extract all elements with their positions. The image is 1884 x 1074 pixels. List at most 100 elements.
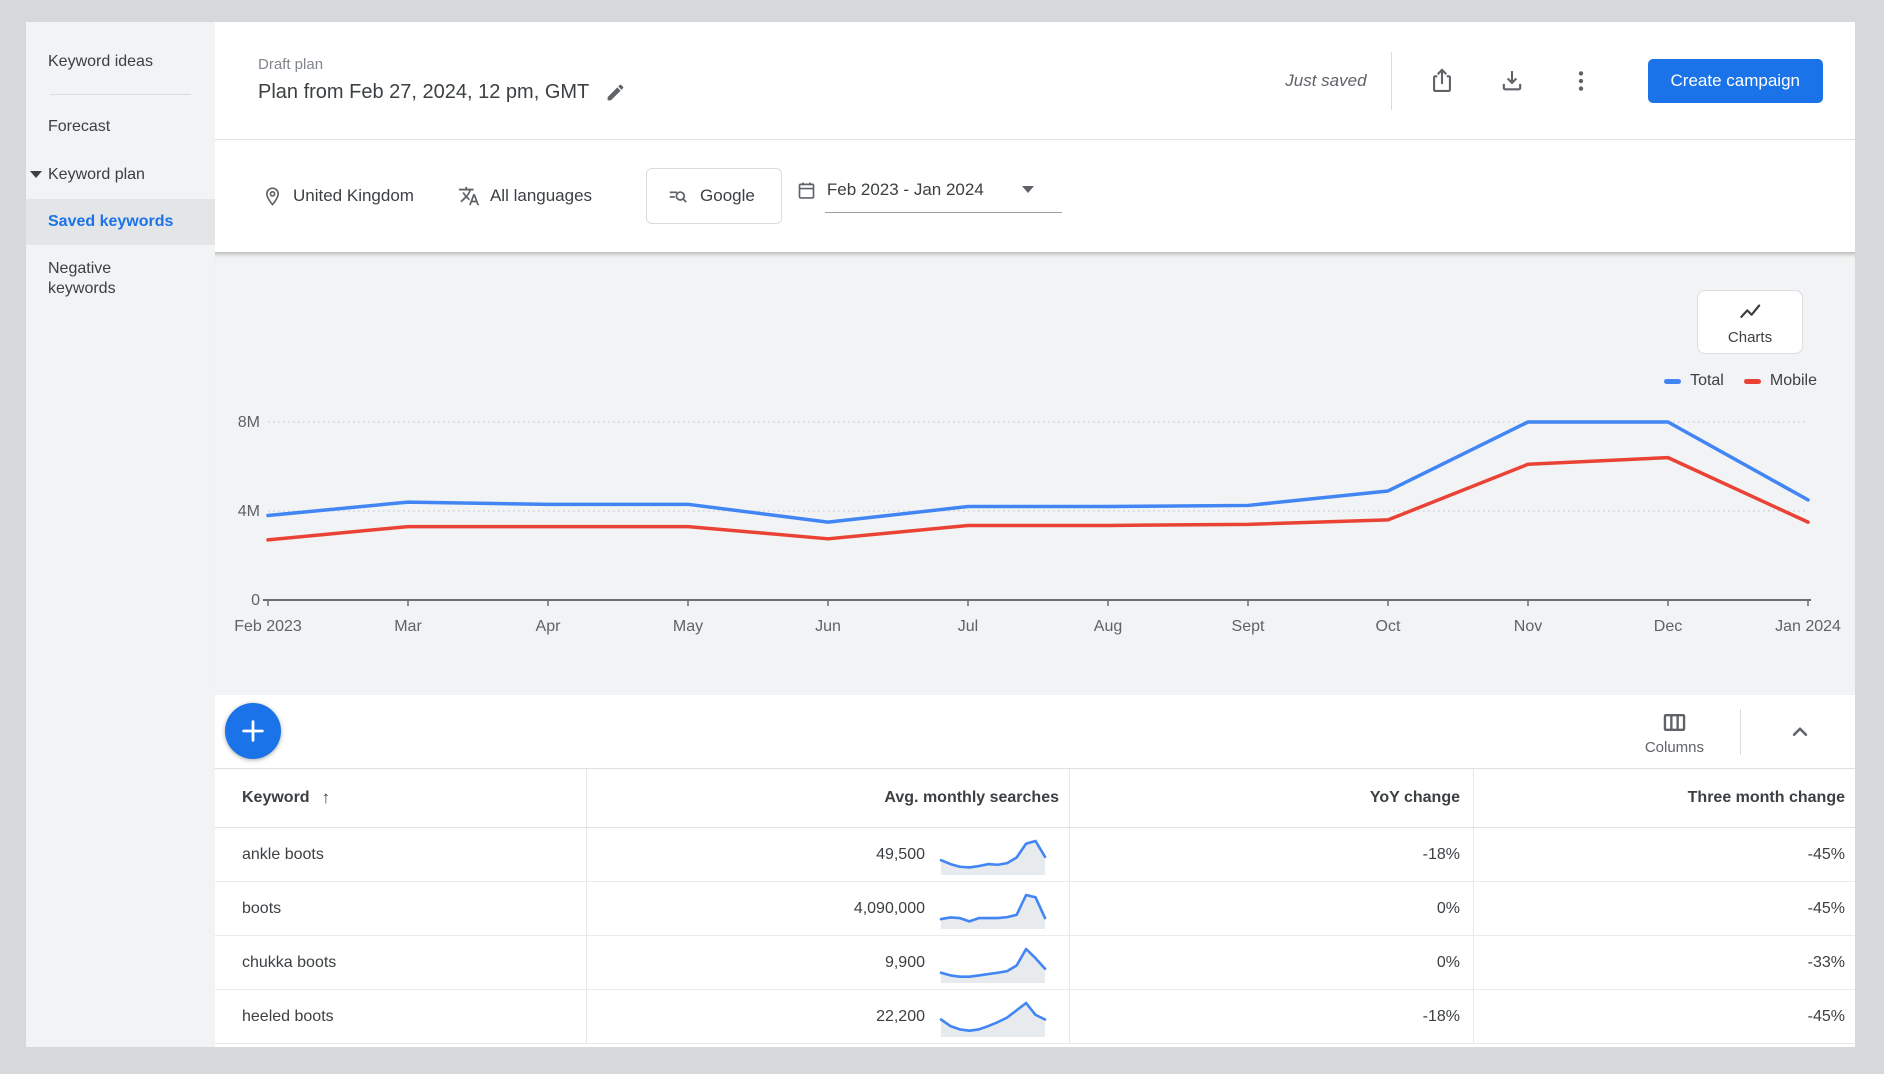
svg-text:Apr: Apr bbox=[536, 618, 562, 635]
pencil-icon bbox=[607, 84, 624, 101]
sidebar-item-keyword-plan[interactable]: Keyword plan bbox=[26, 151, 215, 199]
language-filter[interactable]: All languages bbox=[458, 185, 592, 207]
share-button[interactable] bbox=[1426, 65, 1458, 97]
table-row[interactable]: heeled boots 22,200 -18% -45% bbox=[215, 990, 1855, 1044]
column-header-label: Keyword bbox=[242, 789, 310, 806]
column-header-label: Three month change bbox=[1687, 789, 1845, 806]
three-month-change-value: -45% bbox=[1807, 845, 1845, 863]
sidebar-item-label: Negative keywords bbox=[48, 260, 116, 297]
keyword-cell: ankle boots bbox=[242, 845, 324, 863]
language-filter-label: All languages bbox=[489, 186, 593, 205]
sidebar-item-forecast[interactable]: Forecast bbox=[26, 103, 215, 151]
edit-plan-name-button[interactable] bbox=[603, 80, 628, 105]
columns-icon bbox=[1663, 713, 1686, 731]
keywords-table-panel: Columns Keyword ↑ Avg. monthly searches bbox=[215, 695, 1855, 1047]
network-filter[interactable]: Google bbox=[646, 168, 782, 224]
location-filter-label: United Kingdom bbox=[293, 186, 414, 205]
svg-text:May: May bbox=[673, 618, 703, 635]
plus-icon bbox=[242, 720, 264, 742]
three-month-change-value: -45% bbox=[1807, 899, 1845, 917]
main-area: Draft plan Plan from Feb 27, 2024, 12 pm… bbox=[215, 22, 1855, 1047]
share-icon bbox=[1432, 67, 1451, 92]
trend-sparkline bbox=[939, 996, 1047, 1038]
column-header-keyword[interactable]: Keyword ↑ bbox=[215, 769, 587, 827]
table-header-row: Keyword ↑ Avg. monthly searches YoY chan… bbox=[215, 768, 1855, 828]
svg-text:Feb 2023: Feb 2023 bbox=[234, 618, 302, 635]
sidebar-item-negative-keywords[interactable]: Negative keywords bbox=[26, 245, 156, 313]
legend-item-total[interactable]: Total bbox=[1664, 372, 1724, 390]
network-filter-label: Google bbox=[700, 186, 755, 205]
svg-text:8M: 8M bbox=[238, 414, 260, 431]
top-bar-actions: Just saved Create campaign bbox=[1285, 51, 1823, 110]
translate-icon bbox=[458, 186, 480, 206]
avg-monthly-searches-value: 4,090,000 bbox=[853, 899, 925, 917]
plan-title-block: Draft plan Plan from Feb 27, 2024, 12 pm… bbox=[258, 56, 628, 105]
total-series-swatch bbox=[1664, 378, 1682, 384]
search-volume-chart: 0 4M 8M Feb 2023 Mar Apr May Jun Jul Aug Sept Oct No… bbox=[234, 414, 1841, 635]
svg-text:4M: 4M bbox=[238, 503, 260, 520]
table-row[interactable]: boots 4,090,000 0% -45% bbox=[215, 882, 1855, 936]
download-button[interactable] bbox=[1496, 65, 1528, 97]
chevron-down-icon bbox=[1021, 186, 1034, 193]
keyword-cell: heeled boots bbox=[242, 1007, 334, 1025]
chart-legend: Total Mobile bbox=[1664, 372, 1817, 390]
vertical-divider bbox=[1740, 709, 1741, 755]
trend-sparkline bbox=[939, 834, 1047, 876]
sort-ascending-icon: ↑ bbox=[321, 788, 331, 807]
table-body: ankle boots 49,500 -18% -45% boots 4,090… bbox=[215, 828, 1855, 1044]
search-network-icon bbox=[669, 191, 687, 203]
sidebar-item-label: Keyword plan bbox=[48, 166, 145, 183]
yoy-change-value: -18% bbox=[1422, 1007, 1460, 1025]
svg-text:0: 0 bbox=[251, 592, 260, 609]
date-range-label: Feb 2023 - Jan 2024 bbox=[826, 179, 984, 199]
create-campaign-button[interactable]: Create campaign bbox=[1647, 58, 1823, 103]
columns-button[interactable]: Columns bbox=[1645, 709, 1704, 756]
svg-text:Jan 2024: Jan 2024 bbox=[1775, 618, 1841, 635]
column-header-avg-monthly-searches[interactable]: Avg. monthly searches bbox=[587, 769, 1070, 827]
yoy-change-value: -18% bbox=[1422, 845, 1460, 863]
svg-text:Mar: Mar bbox=[394, 618, 422, 635]
sidebar-divider bbox=[50, 94, 191, 95]
svg-text:Nov: Nov bbox=[1514, 618, 1542, 635]
location-pin-icon bbox=[265, 186, 280, 206]
column-header-three-month-change[interactable]: Three month change bbox=[1474, 769, 1855, 827]
kebab-menu-icon bbox=[1578, 70, 1583, 91]
trend-sparkline bbox=[939, 942, 1047, 984]
sidebar-item-keyword-ideas[interactable]: Keyword ideas bbox=[26, 38, 215, 86]
column-header-label: YoY change bbox=[1369, 789, 1460, 806]
column-header-yoy-change[interactable]: YoY change bbox=[1070, 769, 1474, 827]
top-bar: Draft plan Plan from Feb 27, 2024, 12 pm… bbox=[215, 22, 1855, 140]
legend-item-mobile[interactable]: Mobile bbox=[1743, 372, 1817, 390]
table-row[interactable]: chukka boots 9,900 0% -33% bbox=[215, 936, 1855, 990]
sidebar: Keyword ideas Forecast Keyword plan Save… bbox=[26, 22, 215, 1047]
app-window: Keyword ideas Forecast Keyword plan Save… bbox=[26, 22, 1855, 1047]
svg-text:Sept: Sept bbox=[1232, 618, 1265, 635]
table-toolbar-actions: Columns bbox=[1645, 703, 1855, 761]
collapse-triangle-icon[interactable] bbox=[30, 171, 42, 178]
svg-text:Aug: Aug bbox=[1094, 618, 1122, 635]
svg-text:Jul: Jul bbox=[958, 618, 978, 635]
more-options-button[interactable] bbox=[1566, 66, 1596, 96]
date-range-filter[interactable]: Feb 2023 - Jan 2024 bbox=[796, 180, 1062, 213]
page-title: Plan from Feb 27, 2024, 12 pm, GMT bbox=[258, 81, 590, 103]
sidebar-item-label: Saved keywords bbox=[48, 213, 174, 230]
legend-label: Total bbox=[1690, 372, 1724, 389]
yoy-change-value: 0% bbox=[1436, 899, 1460, 917]
table-row[interactable]: ankle boots 49,500 -18% -45% bbox=[215, 828, 1855, 882]
chart-panel: 0 4M 8M Feb 2023 Mar Apr May Jun Jul Aug Sept Oct No… bbox=[215, 252, 1855, 695]
svg-text:Dec: Dec bbox=[1654, 618, 1682, 635]
avg-monthly-searches-value: 9,900 bbox=[884, 953, 925, 971]
plan-status-label: Draft plan bbox=[258, 56, 324, 73]
filter-bar: United Kingdom All languages Google Feb … bbox=[215, 140, 1855, 252]
charts-button-label: Charts bbox=[1727, 328, 1773, 346]
add-keywords-button[interactable] bbox=[225, 703, 281, 759]
svg-text:Oct: Oct bbox=[1376, 618, 1401, 635]
save-status: Just saved bbox=[1285, 70, 1367, 90]
keyword-cell: chukka boots bbox=[242, 953, 337, 971]
sidebar-item-label: Forecast bbox=[48, 118, 111, 135]
sidebar-item-saved-keywords[interactable]: Saved keywords bbox=[26, 199, 215, 245]
sidebar-item-label: Keyword ideas bbox=[48, 53, 153, 70]
charts-toggle-button[interactable]: Charts bbox=[1697, 290, 1803, 354]
location-filter[interactable]: United Kingdom bbox=[262, 186, 414, 207]
collapse-table-button[interactable] bbox=[1781, 713, 1819, 751]
